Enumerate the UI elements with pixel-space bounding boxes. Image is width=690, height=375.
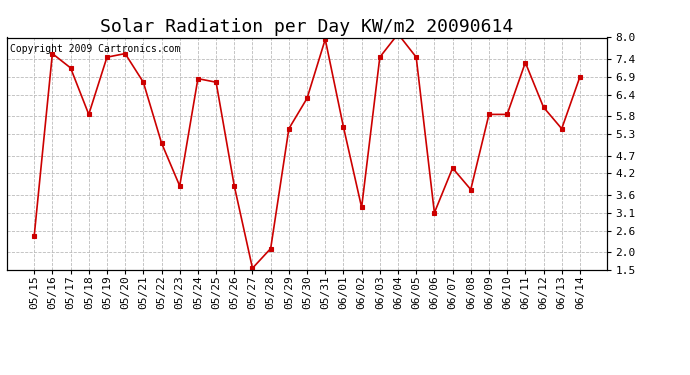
Title: Solar Radiation per Day KW/m2 20090614: Solar Radiation per Day KW/m2 20090614	[101, 18, 513, 36]
Text: Copyright 2009 Cartronics.com: Copyright 2009 Cartronics.com	[10, 45, 180, 54]
